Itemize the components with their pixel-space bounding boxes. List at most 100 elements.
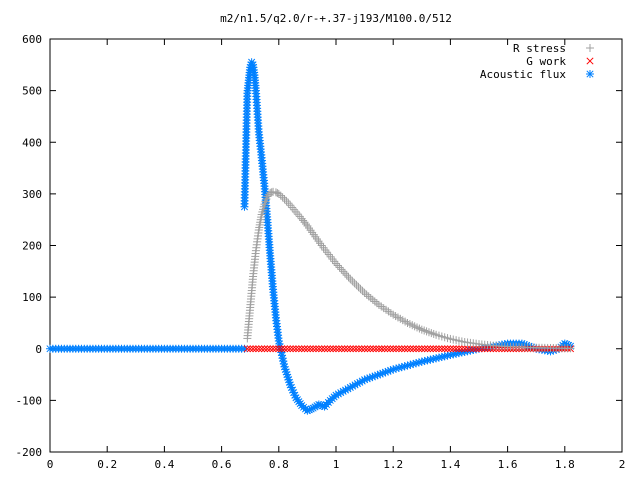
data-point — [330, 257, 339, 266]
data-point — [432, 345, 440, 353]
data-point — [441, 345, 449, 353]
data-point — [435, 345, 443, 353]
data-point — [466, 345, 474, 353]
data-point — [475, 345, 483, 353]
data-point — [312, 345, 320, 353]
data-point — [358, 287, 367, 296]
data-point — [341, 345, 349, 353]
data-point — [478, 345, 486, 353]
data-point — [309, 345, 317, 353]
data-point — [421, 345, 429, 353]
data-point — [386, 345, 394, 353]
x-tick-label: 1.4 — [440, 458, 460, 471]
data-point — [337, 265, 346, 274]
data-point — [429, 345, 437, 353]
data-point — [409, 345, 417, 353]
data-point — [263, 345, 271, 353]
data-point — [260, 345, 269, 353]
data-point — [415, 345, 423, 353]
data-point — [340, 269, 349, 278]
data-point — [356, 285, 365, 294]
series-r-stress — [243, 187, 575, 353]
data-point — [383, 345, 392, 353]
data-point — [328, 255, 337, 264]
data-point — [375, 345, 383, 353]
x-tick-label: 1.6 — [498, 458, 518, 471]
data-point — [342, 271, 351, 280]
data-point — [446, 345, 454, 353]
data-point — [286, 345, 294, 353]
data-point — [412, 345, 420, 353]
data-point — [258, 345, 266, 353]
data-point — [361, 345, 369, 353]
data-marks — [46, 58, 575, 415]
data-point — [255, 345, 263, 353]
data-point — [360, 288, 369, 297]
data-point — [363, 345, 372, 353]
data-point — [472, 345, 480, 353]
y-tick-label: 500 — [22, 85, 42, 98]
y-tick-label: 200 — [22, 240, 42, 253]
data-point — [352, 281, 361, 290]
data-point — [401, 345, 409, 353]
data-point — [369, 345, 377, 353]
data-point — [318, 345, 326, 353]
data-point — [372, 345, 380, 353]
y-tick-label: -200 — [16, 446, 43, 459]
data-point — [406, 345, 414, 353]
data-point — [368, 295, 377, 304]
data-point — [381, 345, 389, 353]
data-point — [395, 345, 403, 353]
x-tick-label: 0.2 — [97, 458, 117, 471]
data-point — [332, 259, 340, 268]
series-g-work — [243, 345, 575, 353]
data-point — [438, 345, 446, 353]
data-point — [274, 189, 283, 198]
data-point — [346, 275, 355, 284]
y-tick-label: 0 — [35, 343, 42, 356]
data-point — [324, 250, 333, 259]
data-point — [332, 345, 340, 353]
axes: 0 0.2 0.4 0.6 0.8 1 1.2 1.4 1.6 1.8 2 600 500 400 300 2… — [16, 33, 626, 471]
data-point — [295, 212, 304, 221]
legend-label: Acoustic flux — [480, 68, 566, 81]
data-point — [403, 345, 412, 353]
data-point — [278, 345, 286, 353]
data-point — [323, 345, 331, 353]
data-point — [295, 345, 303, 353]
legend-marker — [586, 44, 594, 52]
data-point — [458, 345, 466, 353]
data-point — [452, 345, 460, 353]
data-point — [326, 345, 334, 353]
data-point — [346, 345, 354, 353]
data-point — [303, 345, 311, 353]
data-point — [252, 345, 260, 353]
data-point — [423, 345, 432, 353]
data-point — [364, 292, 373, 301]
y-tick-label: 100 — [22, 291, 42, 304]
data-point — [276, 191, 285, 200]
data-point — [344, 273, 353, 282]
x-tick-label: 1.2 — [383, 458, 403, 471]
data-point — [372, 299, 381, 308]
data-point — [280, 345, 289, 353]
data-point — [290, 205, 299, 214]
data-point — [349, 345, 357, 353]
data-point — [358, 345, 366, 353]
data-point — [249, 345, 257, 353]
data-point — [246, 345, 254, 353]
data-point — [348, 277, 357, 286]
data-point — [284, 199, 293, 208]
data-point — [319, 243, 328, 252]
data-point — [289, 345, 297, 353]
plot-frame — [49, 38, 623, 453]
x-tick-label: 0.6 — [212, 458, 232, 471]
data-point — [338, 345, 346, 353]
data-point — [321, 246, 330, 255]
data-point — [283, 345, 291, 353]
legend-label: R stress — [513, 42, 566, 55]
data-point — [291, 207, 300, 216]
data-point — [352, 345, 360, 353]
data-point — [449, 345, 457, 353]
